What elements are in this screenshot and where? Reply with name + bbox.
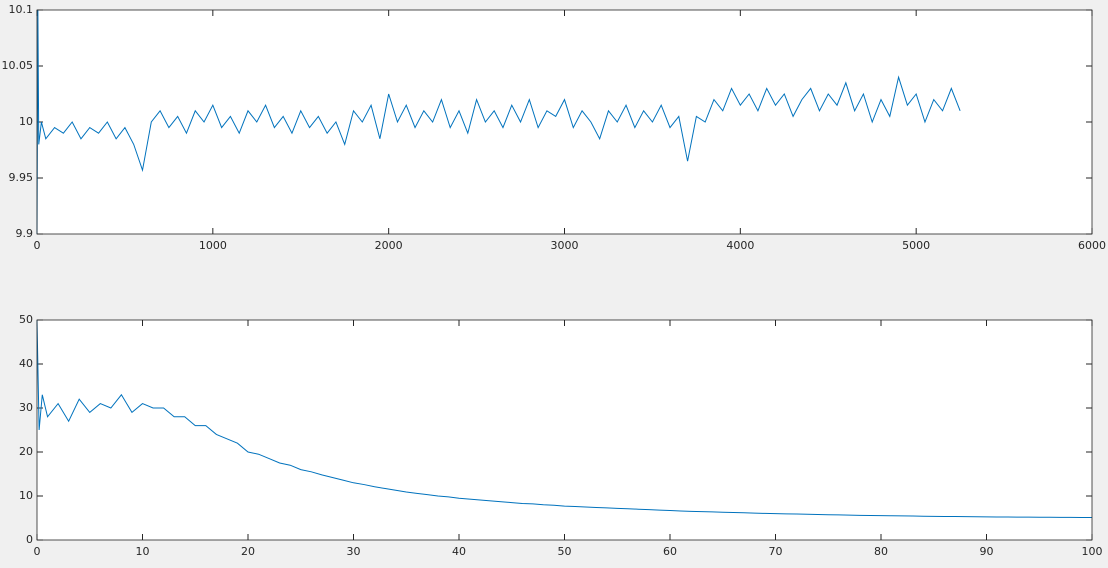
data-line: [36, 9, 961, 235]
y-tick-label: 10.1: [9, 3, 34, 16]
y-tick-label: 20: [19, 445, 33, 458]
axes: 0 10 20 30 40 50 0 10 20 30 40 50 60 70 80 90 100: [19, 313, 1103, 558]
x-tick-label: 50: [558, 545, 572, 558]
plot-area: [37, 10, 1092, 234]
x-tick-label: 0: [34, 545, 41, 558]
x-tick-label: 20: [241, 545, 255, 558]
y-tick-label: 10.05: [2, 59, 34, 72]
x-tick-label: 1000: [199, 239, 227, 252]
x-tick-label: 80: [874, 545, 888, 558]
plot-area: [37, 320, 1092, 540]
y-tick-label: 0: [26, 533, 33, 546]
data-line: [36, 319, 1093, 519]
x-tick-label: 10: [136, 545, 150, 558]
x-tick-label: 90: [980, 545, 994, 558]
y-tick-label: 10: [19, 489, 33, 502]
x-tick-label: 2000: [375, 239, 403, 252]
axes-box: [36, 9, 1093, 235]
x-tick-label: 5000: [902, 239, 930, 252]
y-tick-label: 50: [19, 313, 33, 326]
x-tick-label: 70: [769, 545, 783, 558]
y-tick-label: 9.95: [9, 171, 34, 184]
x-tick-label: 6000: [1078, 239, 1106, 252]
axes-box: [36, 319, 1093, 541]
x-tick-label: 40: [452, 545, 466, 558]
x-tick-label: 100: [1082, 545, 1103, 558]
x-tick-label: 3000: [551, 239, 579, 252]
x-tick-label: 30: [347, 545, 361, 558]
y-tick-label: 10: [19, 115, 33, 128]
x-tick-label: 60: [663, 545, 677, 558]
axes: 9.9 9.95 10 10.05 10.1 0 1000 2000 3000 4000 5000 6…: [2, 3, 1107, 252]
y-tick-label: 40: [19, 357, 33, 370]
x-tick-label: 4000: [726, 239, 754, 252]
y-tick-label: 9.9: [16, 227, 34, 240]
y-tick-label: 30: [19, 401, 33, 414]
x-tick-label: 0: [34, 239, 41, 252]
